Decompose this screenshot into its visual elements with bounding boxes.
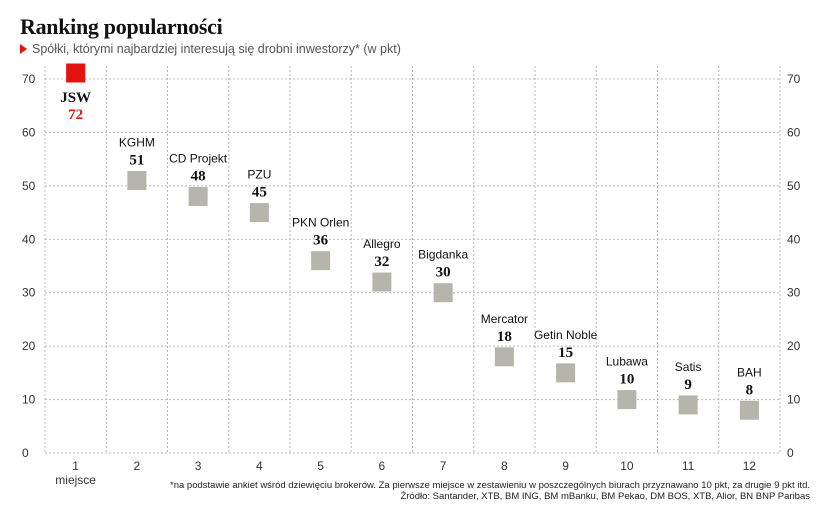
marker-kghm (127, 171, 147, 191)
point-label-value: 8 (746, 382, 754, 398)
x-tick-label: 4 (256, 459, 263, 473)
y-tick-label-left: 0 (22, 446, 29, 460)
y-tick-label-right: 60 (787, 125, 801, 139)
marker-lubawa (617, 390, 637, 410)
point-label-value: 18 (497, 329, 512, 345)
y-tick-label-right: 50 (787, 179, 801, 193)
marker-bigdanka (433, 283, 453, 303)
point-label-value: 72 (68, 107, 83, 123)
y-tick-label-left: 20 (22, 339, 36, 353)
y-tick-label-left: 60 (22, 125, 36, 139)
chart-subtitle: Spółki, którymi najbardziej interesują s… (20, 42, 401, 56)
x-tick-label: 10 (620, 459, 634, 473)
y-tick-label-left: 70 (22, 72, 36, 86)
marker-allegro (372, 272, 392, 292)
y-tick-label-right: 20 (787, 339, 801, 353)
footnote-source: Źródło: Santander, XTB, BM ING, BM mBank… (400, 491, 810, 502)
x-tick-label: 8 (501, 459, 508, 473)
point-label-name: CD Projekt (169, 152, 228, 166)
marker-pkn-orlen (311, 251, 331, 271)
x-tick-label: 7 (440, 459, 447, 473)
point-label-value: 36 (313, 233, 329, 249)
point-label-value: 9 (684, 377, 692, 393)
marker-jsw (66, 63, 86, 83)
marker-cd-projekt (188, 187, 208, 207)
y-tick-label-right: 0 (787, 446, 794, 460)
point-label-name: Getin Noble (534, 328, 598, 342)
subtitle-text: Spółki, którymi najbardziej interesują s… (32, 42, 401, 56)
x-tick-label: 2 (134, 459, 141, 473)
triangle-bullet-icon (20, 44, 27, 54)
marker-getin-noble (556, 363, 576, 383)
point-label-name: Bigdanka (418, 248, 468, 262)
y-tick-label-right: 70 (787, 72, 801, 86)
x-tick-label: 3 (195, 459, 202, 473)
x-tick-label: 12 (743, 459, 757, 473)
marker-bah (739, 400, 759, 420)
x-tick-label: 6 (379, 459, 386, 473)
y-tick-label-left: 50 (22, 179, 36, 193)
chart-title: Ranking popularności (20, 14, 223, 39)
marker-satis (678, 395, 698, 415)
x-tick-label: 1 (72, 459, 79, 473)
point-label-name: PKN Orlen (292, 216, 349, 230)
x-tick-label: 5 (317, 459, 324, 473)
point-label-name: KGHM (119, 136, 155, 150)
x-tick-label: 11 (682, 459, 695, 473)
point-label-name: Satis (675, 360, 702, 374)
point-label-value: 32 (374, 254, 389, 270)
point-label-value: 30 (436, 265, 451, 281)
footnote-methodology: *na podstawie ankiet wśród dziewięciu br… (170, 480, 810, 491)
marker-mercator (494, 347, 514, 367)
point-label-value: 45 (252, 185, 267, 201)
x-axis-label: miejsce (55, 473, 96, 487)
y-tick-label-right: 10 (787, 393, 801, 407)
y-tick-label-left: 10 (22, 393, 36, 407)
y-tick-label-right: 30 (787, 286, 801, 300)
y-tick-label-right: 40 (787, 232, 801, 246)
point-label-value: 51 (129, 153, 144, 169)
point-label-name: Mercator (481, 312, 528, 326)
y-tick-label-left: 40 (22, 232, 36, 246)
point-label-value: 10 (619, 372, 634, 388)
point-label-name: JSW (60, 90, 91, 106)
point-label-name: Lubawa (606, 355, 648, 369)
y-tick-label-left: 30 (22, 286, 36, 300)
point-label-value: 48 (191, 169, 206, 185)
point-label-name: Allegro (363, 237, 401, 251)
x-tick-label: 9 (562, 459, 569, 473)
point-label-value: 15 (558, 345, 573, 361)
marker-pzu (249, 203, 269, 223)
footnote: *na podstawie ankiet wśród dziewięciu br… (170, 480, 810, 502)
point-label-name: PZU (247, 168, 271, 182)
point-label-name: BAH (737, 365, 762, 379)
